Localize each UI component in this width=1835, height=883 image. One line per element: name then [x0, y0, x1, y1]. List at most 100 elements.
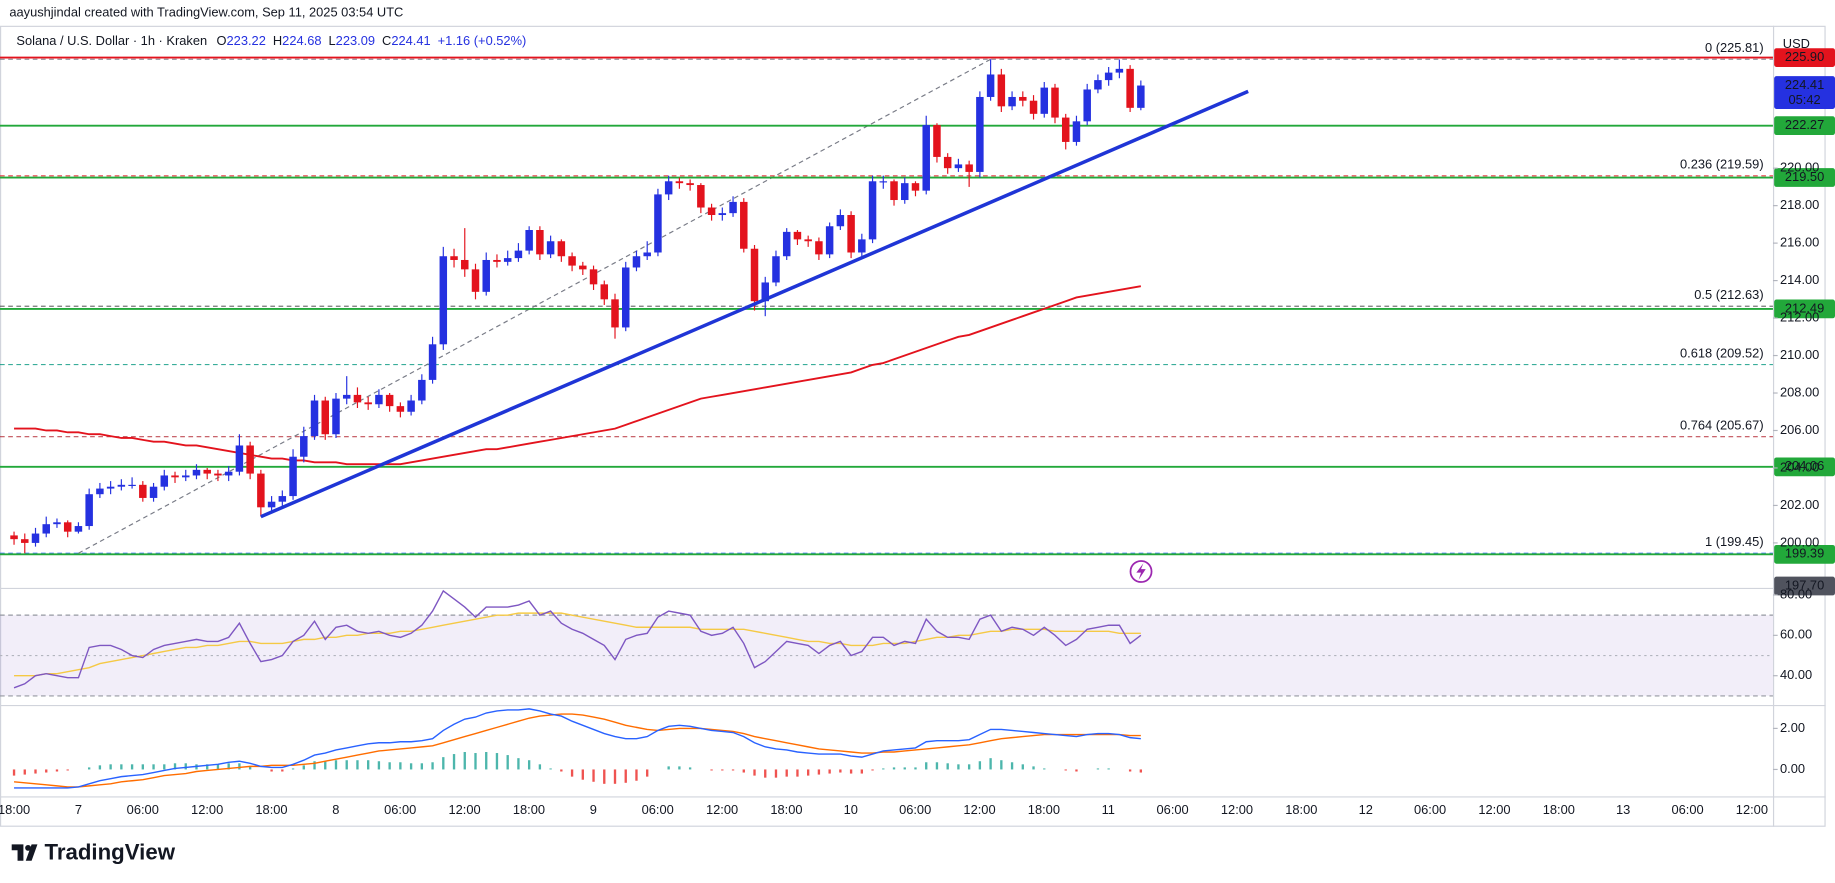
candle-body: [557, 241, 566, 257]
indicator-line: [13, 713, 1141, 788]
histogram-bar: [753, 769, 756, 776]
candle-body: [997, 74, 1006, 107]
x-tick-label: 12:00: [191, 802, 223, 817]
histogram-bar: [409, 763, 413, 770]
histogram-bar: [871, 769, 874, 771]
candle-body: [943, 156, 952, 169]
candle-body: [503, 258, 512, 262]
histogram-bar: [925, 762, 928, 770]
candle-body: [493, 259, 501, 262]
indicator-line: [14, 612, 1141, 677]
ohlc-letter: L: [329, 34, 336, 49]
histogram-bar: [742, 769, 745, 773]
candle-body: [954, 164, 963, 169]
histogram-bar: [281, 769, 284, 772]
candle-body: [321, 400, 330, 435]
candle-body: [632, 256, 641, 268]
histogram-bar: [731, 769, 735, 771]
histogram-bar: [581, 769, 584, 780]
histogram-bar: [549, 768, 552, 770]
histogram-bar: [882, 768, 885, 770]
histogram-bar: [12, 769, 16, 776]
histogram-bar: [935, 762, 939, 770]
ohlc-value: 223.09: [336, 34, 375, 49]
histogram-bar: [23, 769, 26, 775]
candle-body: [1019, 96, 1027, 101]
candle-body: [654, 194, 662, 253]
histogram-bar: [270, 769, 273, 772]
candle-body: [772, 256, 780, 283]
candle-body: [128, 484, 136, 487]
histogram-bar: [1032, 766, 1035, 770]
histogram-bar: [538, 764, 542, 770]
histogram-bar: [238, 763, 241, 770]
histogram-bar: [914, 767, 917, 770]
x-tick-label: 11: [1102, 802, 1115, 817]
histogram-bar: [721, 769, 724, 771]
rsi-band: [0, 615, 1773, 696]
histogram-bar: [592, 769, 595, 782]
price-box-label: 222.27: [1785, 117, 1824, 132]
candle-body: [1115, 68, 1124, 73]
x-tick-label: 12:00: [1736, 802, 1768, 817]
x-tick-label: 12:00: [1221, 802, 1253, 817]
histogram-bar: [313, 761, 316, 770]
candle-body: [21, 539, 29, 543]
histogram-bar: [560, 769, 563, 772]
histogram-bar: [399, 762, 402, 770]
candle-body: [686, 183, 694, 186]
candle-body: [643, 252, 651, 257]
candle-body: [589, 269, 598, 285]
candle-body: [568, 256, 576, 266]
alert-icon: [1129, 560, 1153, 583]
candle-body: [160, 475, 169, 487]
candle-body: [10, 535, 18, 540]
price-box-label: 197.70: [1785, 577, 1824, 592]
ohlc-letter: C: [382, 34, 391, 49]
y-tick-label: 218.00: [1780, 197, 1819, 212]
histogram-bar: [216, 764, 220, 770]
change: +1.16 (+0.52%): [438, 34, 527, 49]
histogram-bar: [206, 764, 209, 770]
frame: [0, 25, 1826, 827]
y-tick-label: 0.00: [1780, 761, 1805, 776]
histogram-bar: [452, 754, 456, 770]
candle-body: [514, 250, 523, 259]
candle-body: [675, 181, 684, 184]
histogram-bar: [570, 769, 574, 777]
brand: TradingView: [44, 840, 175, 865]
histogram-bar: [989, 758, 992, 770]
candle-body: [697, 185, 705, 208]
candle-body: [224, 471, 233, 476]
candle-body: [1137, 85, 1145, 108]
candle-body: [471, 269, 480, 292]
histogram-bar: [678, 766, 681, 770]
price-box-label: 224.41: [1785, 77, 1824, 92]
x-tick-label: 12:00: [706, 802, 738, 817]
price-box-label: 219.50: [1785, 169, 1824, 184]
histogram-bar: [1075, 769, 1078, 772]
candle-body: [750, 248, 759, 302]
histogram-bar: [227, 763, 230, 770]
candle-body: [353, 394, 362, 403]
candle-body: [63, 522, 72, 532]
candle-body: [729, 201, 737, 214]
price-box: [1774, 544, 1835, 564]
price-box: [1774, 116, 1835, 136]
histogram-bar: [184, 763, 187, 770]
candle-body: [342, 394, 351, 399]
x-tick-label: 9: [590, 802, 597, 817]
candle-body: [106, 486, 115, 489]
y-tick-label: 60.00: [1780, 627, 1812, 642]
candle-body: [1040, 87, 1049, 114]
histogram-bar: [1000, 760, 1003, 770]
pane: 0 (225.81) 0.236 (219.59) 0.5 (212.63) 0.61…: [0, 40, 1773, 556]
y-tick-label: 202.00: [1780, 497, 1819, 512]
credit: aayushjindal created with TradingView.co…: [9, 4, 403, 19]
candle-body: [1104, 72, 1113, 81]
price-box-label: 212.49: [1785, 300, 1824, 315]
y-tick-label: 40.00: [1780, 667, 1812, 682]
price-box: [1774, 457, 1835, 477]
